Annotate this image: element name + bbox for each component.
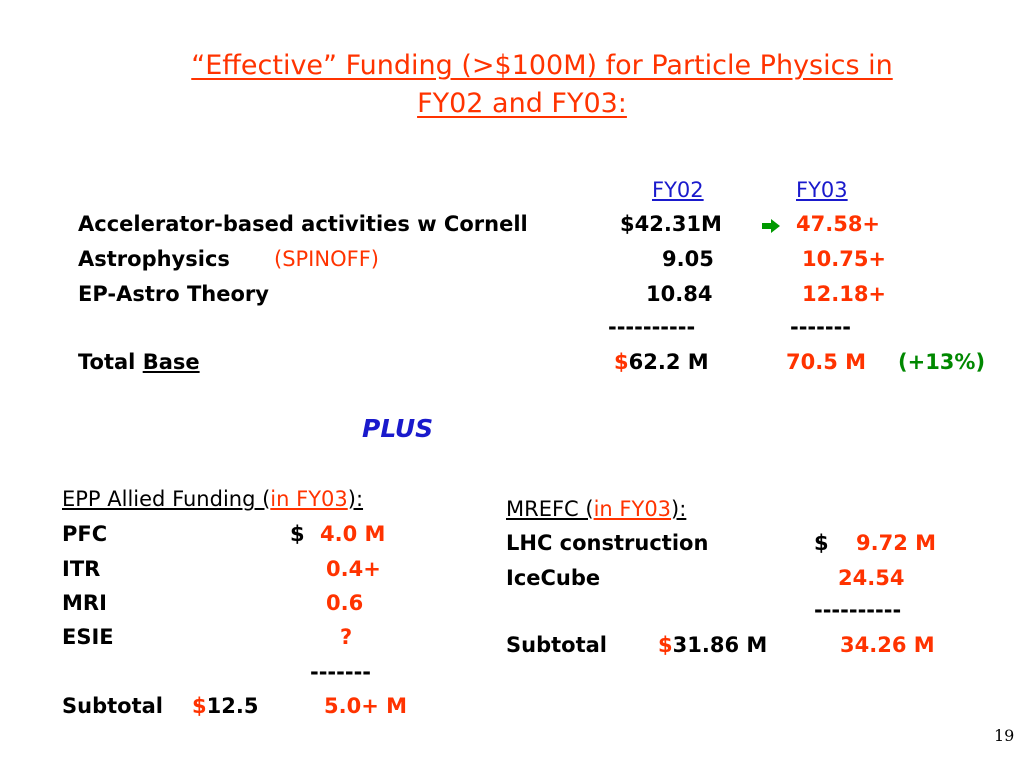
allied-value-itr: 0.4+: [326, 557, 381, 581]
allied-label-mri: MRI: [62, 591, 107, 615]
divider-fy02: ----------: [608, 315, 696, 339]
mrefc-subtotal-fy03: 34.26 M: [840, 633, 935, 657]
mrefc-heading-pre: MREFC (: [506, 497, 594, 521]
mrefc-heading-post: ):: [671, 497, 687, 521]
mrefc-divider: ----------: [814, 598, 902, 622]
page-number: 19: [994, 726, 1015, 745]
row-fy03-accelerator: 47.58+: [796, 212, 881, 236]
allied-label-itr: ITR: [62, 557, 101, 581]
row-fy02-accelerator: $42.31M: [620, 212, 722, 236]
row-label-accelerator: Accelerator-based activities w Cornell: [78, 212, 528, 236]
allied-heading-highlight: in FY03: [270, 487, 348, 511]
allied-pfc-dollar: $: [290, 522, 305, 546]
total-fy02: $62.2 M: [614, 350, 709, 374]
allied-subtotal-dollar: $: [192, 694, 207, 718]
row-fy03-astrophysics: 10.75+: [802, 247, 887, 271]
allied-value-esie: ?: [340, 625, 353, 649]
slide-title-line-1: “Effective” Funding (>$100M) for Particl…: [191, 50, 893, 81]
mrefc-subtotal-fy02-value: 31.86 M: [672, 633, 768, 657]
allied-subtotal-label: Subtotal: [62, 694, 163, 718]
header-fy03: FY03: [796, 178, 848, 202]
right-arrow-icon: [762, 219, 780, 233]
mrefc-lhc-dollar: $: [814, 531, 829, 555]
allied-heading-pre: EPP Allied Funding (: [62, 487, 271, 511]
allied-heading: EPP Allied Funding (in FY03):: [62, 487, 363, 511]
total-fy02-value: 62.2 M: [628, 350, 709, 374]
allied-subtotal-fy03: 5.0+ M: [324, 694, 408, 718]
allied-heading-post: ):: [347, 487, 364, 511]
allied-divider: -------: [310, 660, 372, 684]
mrefc-heading: MREFC (in FY03):: [506, 497, 686, 521]
mrefc-subtotal-dollar: $: [658, 633, 673, 657]
total-label-base: Base: [142, 350, 200, 374]
row-fy02-theory: 10.84: [646, 282, 713, 306]
slide-title-line-2: FY02 and FY03:: [417, 88, 627, 119]
mrefc-subtotal-fy02: $31.86 M: [658, 633, 767, 657]
total-fy03: 70.5 M: [786, 350, 867, 374]
total-label: Total Base: [78, 350, 200, 374]
total-change: (+13%): [898, 350, 986, 374]
allied-label-esie: ESIE: [62, 625, 114, 649]
allied-value-pfc: 4.0 M: [320, 522, 386, 546]
spinoff-note: (SPINOFF): [274, 247, 379, 271]
mrefc-heading-highlight: in FY03: [593, 497, 672, 521]
mrefc-label-icecube: IceCube: [506, 566, 601, 590]
mrefc-value-icecube: 24.54: [838, 566, 905, 590]
mrefc-value-lhc: 9.72 M: [856, 531, 937, 555]
total-dollar-sign: $: [614, 350, 629, 374]
allied-value-mri: 0.6: [326, 591, 364, 615]
row-fy03-theory: 12.18+: [802, 282, 887, 306]
divider-fy03: -------: [790, 315, 852, 339]
mrefc-subtotal-label: Subtotal: [506, 633, 607, 657]
header-fy02: FY02: [652, 178, 704, 202]
allied-label-pfc: PFC: [62, 522, 108, 546]
row-label-astrophysics: Astrophysics: [78, 247, 230, 271]
allied-subtotal-fy02: $12.5: [192, 694, 258, 718]
row-label-theory: EP-Astro Theory: [78, 282, 269, 306]
plus-label: PLUS: [362, 414, 434, 443]
row-fy02-astrophysics: 9.05: [662, 247, 714, 271]
allied-subtotal-fy02-value: 12.5: [206, 694, 259, 718]
total-label-text: Total: [78, 350, 136, 374]
mrefc-label-lhc: LHC construction: [506, 531, 709, 555]
